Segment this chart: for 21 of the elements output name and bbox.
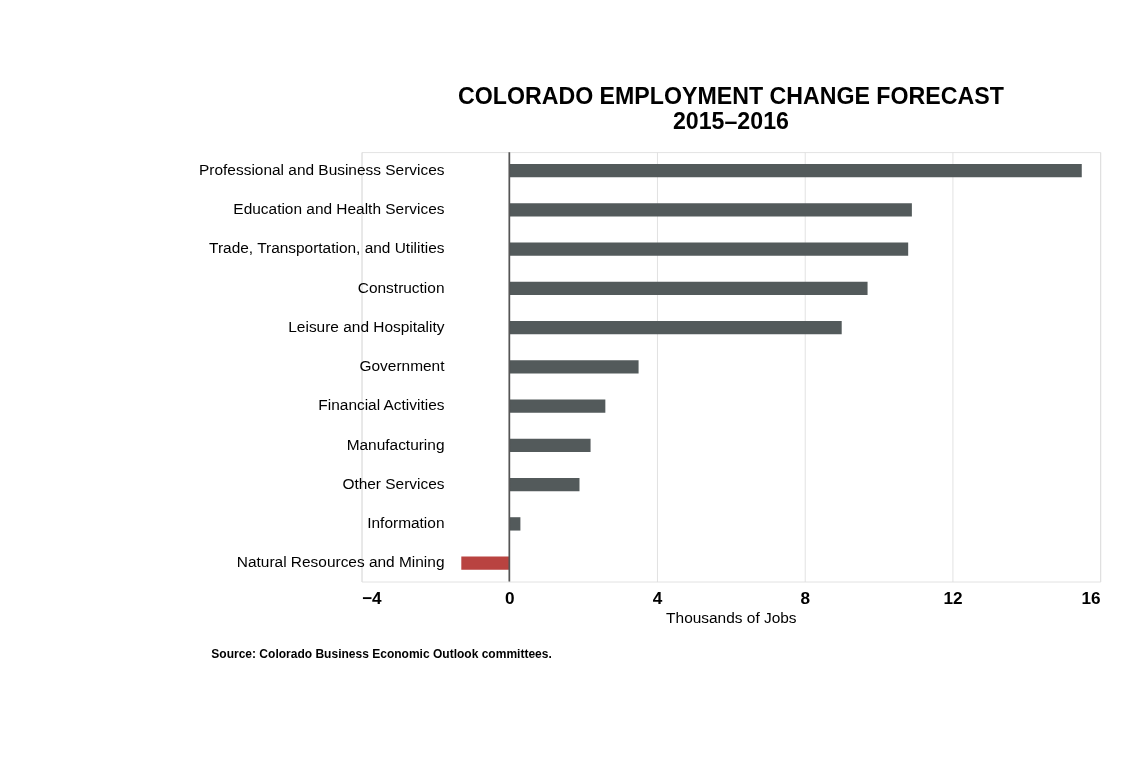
x-tick-label: 0 bbox=[504, 588, 515, 609]
text: COLORADO EMPLOYMENT CHANGE FORECAST bbox=[457, 83, 1004, 110]
y-tick-label: Natural Resources and Mining bbox=[236, 553, 445, 571]
x-tick-label: 4 bbox=[652, 588, 663, 609]
x-tick-label: 8 bbox=[800, 588, 811, 609]
y-tick-label: Financial Activities bbox=[318, 396, 445, 414]
y-tick-label: Other Services bbox=[342, 474, 445, 492]
y-tick-label: Trade, Transportation, and Utilities bbox=[209, 239, 445, 257]
text: 2015–2016 bbox=[672, 107, 789, 134]
y-tick-label: Education and Health Services bbox=[233, 200, 445, 218]
y-tick-label: Government bbox=[359, 357, 446, 375]
y-tick-label: Information bbox=[367, 514, 445, 532]
y-tick-label: Leisure and Hospitality bbox=[288, 317, 445, 335]
x-tick-label: 12 bbox=[943, 588, 963, 609]
x-tick-label: 16 bbox=[1081, 588, 1101, 609]
y-tick-label: Manufacturing bbox=[346, 435, 445, 453]
y-tick-label: Construction bbox=[357, 278, 445, 296]
x-axis-title: Thousands of Jobs bbox=[666, 609, 797, 627]
y-tick-label: Professional and Business Services bbox=[199, 160, 445, 178]
x-tick-label: −4 bbox=[362, 588, 383, 609]
source-note: Source: Colorado Business Economic Outlook committees. bbox=[211, 647, 552, 662]
